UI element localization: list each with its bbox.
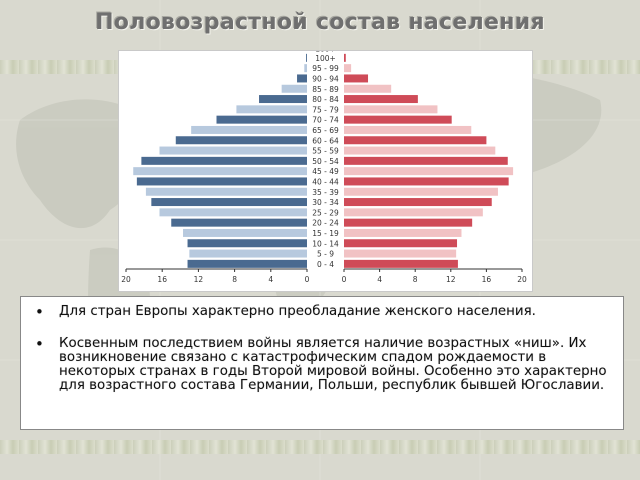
- right-bar: [344, 167, 514, 176]
- left-bar: [159, 208, 307, 217]
- age-group-label: 40 - 44: [312, 177, 339, 186]
- left-bar: [151, 198, 307, 207]
- right-bar: [344, 177, 509, 186]
- right-bar: [344, 136, 487, 145]
- left-bar: [189, 249, 307, 258]
- age-group-label: 20 - 24: [312, 219, 339, 228]
- bullet-marker: •: [35, 303, 44, 321]
- right-bar: [344, 228, 462, 237]
- age-group-label: 45 - 49: [312, 167, 339, 176]
- right-bar: [344, 239, 458, 248]
- left-bar: [191, 125, 307, 134]
- x-tick-label: 4: [268, 275, 273, 284]
- age-group-label: 55 - 59: [312, 147, 339, 156]
- age-group-label: 100+: [315, 54, 336, 63]
- right-bar: [344, 146, 496, 155]
- left-bar: [304, 64, 307, 73]
- age-group-label: 30 - 34: [312, 198, 339, 207]
- left-bar: [216, 115, 307, 124]
- bullet-marker: •: [35, 335, 44, 353]
- age-group-label: 0 - 4: [317, 260, 334, 269]
- bullet-1-text: Для стран Европы характерно преобладание…: [59, 304, 536, 319]
- right-bar: [344, 198, 492, 207]
- right-bar: [344, 259, 458, 268]
- age-group-label: 15 - 19: [312, 229, 339, 238]
- age-group-label: 60 - 64: [312, 136, 339, 145]
- x-tick-label: 16: [482, 275, 492, 284]
- x-tick-label: 20: [517, 275, 527, 284]
- left-bar: [159, 146, 307, 155]
- x-tick-label: 4: [377, 275, 382, 284]
- left-bar: [133, 167, 307, 176]
- right-bar: [344, 125, 472, 134]
- x-tick-label: 12: [446, 275, 456, 284]
- age-group-label: 10 - 14: [312, 239, 339, 248]
- left-bar: [141, 156, 307, 165]
- slide-title: Половозрастной состав населения: [95, 10, 545, 35]
- x-tick-label: 0: [305, 275, 310, 284]
- age-group-label: 5 - 9: [317, 250, 334, 259]
- x-tick-label: 20: [121, 275, 131, 284]
- left-bar: [306, 53, 307, 62]
- left-bar: [175, 136, 307, 145]
- left-bar: [297, 74, 307, 83]
- right-bar: [344, 218, 473, 227]
- x-tick-label: 8: [232, 275, 237, 284]
- text-box: • Для стран Европы характерно преобладан…: [20, 296, 624, 430]
- age-group-label: 80 - 84: [312, 95, 339, 104]
- decorative-strip-bottom: [0, 440, 640, 454]
- bullet-2-text: Косвенным последствием войны является на…: [59, 336, 607, 393]
- right-bar: [344, 64, 352, 73]
- age-group-label: 50 - 54: [312, 157, 339, 166]
- left-bar: [136, 177, 307, 186]
- right-bar: [344, 156, 508, 165]
- age-group-label: 25 - 29: [312, 208, 339, 217]
- right-bar: [344, 84, 392, 93]
- left-bar: [183, 228, 307, 237]
- right-bar: [344, 105, 438, 114]
- bullet-2: • Косвенным последствием войны является …: [33, 337, 611, 393]
- right-bar: [344, 208, 483, 217]
- left-bar: [145, 187, 307, 196]
- age-header-label: 100+: [315, 51, 336, 54]
- right-bar: [344, 187, 498, 196]
- right-bar: [344, 53, 346, 62]
- age-group-label: 70 - 74: [312, 116, 339, 125]
- left-bar: [187, 259, 307, 268]
- right-bar: [344, 95, 418, 104]
- age-group-label: 35 - 39: [312, 188, 339, 197]
- age-group-label: 95 - 99: [312, 64, 339, 73]
- left-bar: [236, 105, 307, 114]
- age-group-label: 85 - 89: [312, 85, 339, 94]
- x-tick-label: 8: [413, 275, 418, 284]
- right-bar: [344, 115, 452, 124]
- left-bar: [281, 84, 307, 93]
- right-bar: [344, 249, 457, 258]
- x-tick-label: 0: [342, 275, 347, 284]
- left-bar: [187, 239, 307, 248]
- right-bar: [344, 74, 369, 83]
- x-tick-label: 12: [194, 275, 204, 284]
- bullet-1: • Для стран Европы характерно преобладан…: [33, 303, 611, 321]
- left-bar: [259, 95, 307, 104]
- age-group-label: 90 - 94: [312, 74, 339, 83]
- x-tick-label: 16: [157, 275, 167, 284]
- age-group-label: 65 - 69: [312, 126, 339, 135]
- age-group-label: 75 - 79: [312, 105, 339, 114]
- left-bar: [171, 218, 307, 227]
